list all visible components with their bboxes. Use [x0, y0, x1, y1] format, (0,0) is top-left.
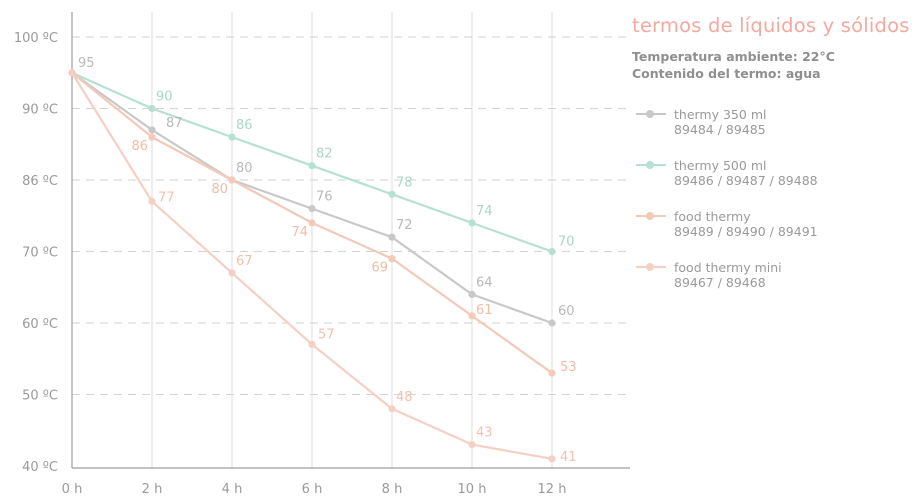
x-tick-label: 12 h: [538, 482, 567, 497]
x-tick-label: 0 h: [62, 482, 83, 497]
data-point: [468, 290, 476, 298]
data-point: [388, 190, 396, 198]
data-label: 61: [476, 303, 493, 318]
data-label: 86: [131, 139, 148, 154]
y-tick-label: 50 ºC: [22, 389, 58, 404]
data-label: 41: [560, 450, 577, 465]
data-point: [148, 126, 156, 134]
data-label: 60: [558, 304, 575, 319]
legend-label: food thermy mini: [674, 260, 782, 275]
data-label: 80: [211, 182, 228, 197]
legend-codes: 89467 / 89468: [674, 275, 766, 290]
data-label: 87: [166, 116, 183, 131]
data-point: [468, 219, 476, 227]
data-point: [388, 233, 396, 241]
legend-codes: 89484 / 89485: [674, 122, 766, 137]
legend-label: thermy 350 ml: [674, 107, 767, 122]
data-label: 74: [476, 204, 493, 219]
legend: thermy 350 ml 89484 / 89485 thermy 500 m…: [632, 107, 917, 290]
legend-item-thermy-350: thermy 350 ml 89484 / 89485: [632, 107, 917, 137]
data-label: 86: [236, 118, 253, 133]
chart-subtitle-ambient: Temperatura ambiente: 22°C: [632, 49, 835, 64]
data-label: 80: [236, 161, 253, 176]
y-tick-label: 90 ºC: [22, 103, 58, 118]
data-point: [308, 219, 316, 227]
data-point: [148, 197, 156, 206]
y-tick-label: 40 ºC: [22, 460, 58, 475]
chart-subtitle-content: Contenido del termo: agua: [632, 66, 821, 81]
data-label: 95: [78, 56, 95, 71]
data-point: [548, 369, 556, 377]
data-point: [228, 269, 236, 277]
data-label: 74: [291, 225, 308, 240]
data-point: [308, 205, 316, 213]
chart-title: termos de líquidos y sólidos: [632, 14, 910, 37]
legend-label: thermy 500 ml: [674, 158, 767, 173]
data-point: [388, 405, 396, 413]
data-label: 72: [396, 218, 413, 233]
y-tick-label: 100 ºC: [14, 31, 58, 46]
data-point: [308, 340, 316, 349]
legend-item-food-thermy-mini: food thermy mini 89467 / 89468: [632, 260, 917, 290]
data-point: [388, 255, 396, 263]
data-label: 53: [560, 360, 577, 375]
x-tick-label: 8 h: [382, 482, 403, 497]
data-label: 64: [476, 275, 493, 290]
data-point: [148, 104, 156, 113]
data-label: 78: [396, 175, 413, 190]
y-tick-label: 60 ºC: [22, 317, 58, 332]
data-point: [548, 247, 556, 256]
legend-marker-icon: [632, 260, 668, 274]
y-tick-label: 70 ºC: [22, 246, 58, 261]
data-point: [468, 312, 476, 320]
x-tick-label: 4 h: [222, 482, 243, 497]
legend-item-thermy-500: thermy 500 ml 89486 / 89487 / 89488: [632, 158, 917, 188]
legend-codes: 89489 / 89490 / 89491: [674, 224, 818, 239]
data-label: 76: [316, 190, 333, 205]
data-point: [548, 319, 556, 327]
data-point: [148, 133, 156, 141]
legend-marker-icon: [632, 158, 668, 172]
data-label: 77: [158, 190, 175, 205]
legend-marker-icon: [632, 209, 668, 223]
x-tick-label: 2 h: [142, 482, 163, 497]
data-label: 43: [476, 426, 493, 441]
data-label: 69: [371, 261, 388, 276]
legend-item-food-thermy: food thermy 89489 / 89490 / 89491: [632, 209, 917, 239]
data-point: [228, 176, 236, 184]
line-chart: 40 ºC 50 ºC 60 ºC 70 ºC 86 ºC 90 ºC 100 ºC 0 h 2…: [14, 12, 630, 497]
data-point: [68, 69, 76, 77]
data-label: 48: [396, 390, 413, 405]
legend-codes: 89486 / 89487 / 89488: [674, 173, 818, 188]
data-point: [308, 162, 316, 170]
data-point: [468, 440, 476, 449]
legend-marker-icon: [632, 107, 668, 121]
legend-label: food thermy: [674, 209, 751, 224]
chart-info-panel: termos de líquidos y sólidos Temperatura…: [632, 14, 917, 311]
data-label: 70: [558, 235, 575, 250]
x-tick-label: 6 h: [302, 482, 323, 497]
data-point: [548, 455, 556, 463]
data-label: 57: [318, 327, 335, 342]
data-point: [228, 133, 236, 141]
data-label: 67: [236, 254, 253, 269]
y-tick-label: 86 ºC: [22, 174, 58, 189]
data-label: 82: [316, 147, 333, 162]
x-tick-label: 10 h: [458, 482, 487, 497]
data-label: 90: [156, 90, 173, 105]
